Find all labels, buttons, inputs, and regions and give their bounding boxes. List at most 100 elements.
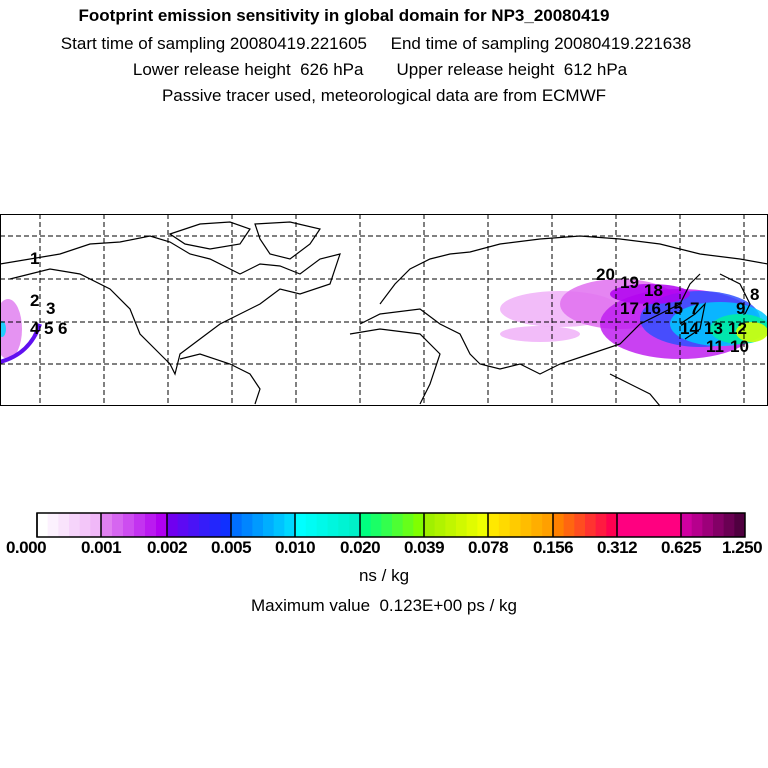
plume-arc xyxy=(0,323,42,364)
colorbar-swatch xyxy=(713,513,725,537)
colorbar-swatch xyxy=(723,513,735,537)
colorbar-swatch xyxy=(112,513,124,537)
colorbar-swatch xyxy=(585,513,597,537)
colorbar-swatch xyxy=(466,513,478,537)
lat-lon-grid xyxy=(0,214,768,406)
colorbar-swatch xyxy=(134,513,146,537)
trajectory-label: 19 xyxy=(620,273,639,292)
colorbar-swatch xyxy=(392,513,404,537)
colorbar-units: ns / kg xyxy=(358,566,410,585)
maximum-value: Maximum value 0.123E+00 ps / kg xyxy=(251,596,517,615)
colorbar-swatch xyxy=(47,513,59,537)
colorbar-swatch xyxy=(338,513,350,537)
colorbar-swatch xyxy=(488,513,500,537)
colorbar-swatch xyxy=(316,513,328,537)
trajectory-label: 18 xyxy=(644,281,663,300)
colorbar xyxy=(36,512,746,538)
colorbar-swatch xyxy=(177,513,189,537)
colorbar-swatch xyxy=(574,513,586,537)
colorbar-swatch xyxy=(638,513,650,537)
colorbar-swatch xyxy=(413,513,425,537)
colorbar-swatch xyxy=(231,513,243,537)
colorbar-swatch xyxy=(69,513,81,537)
colorbar-swatch xyxy=(402,513,414,537)
trajectory-label: 12 xyxy=(728,319,747,338)
colorbar-swatch xyxy=(434,513,446,537)
colorbar-swatch xyxy=(295,513,307,537)
trajectory-label: 14 xyxy=(680,319,699,338)
colorbar-swatch xyxy=(123,513,135,537)
plume-blob xyxy=(0,321,6,337)
colorbar-swatch xyxy=(90,513,102,537)
colorbar-swatch xyxy=(659,513,671,537)
colorbar-swatch xyxy=(531,513,543,537)
colorbar-tick-label: 0.156 xyxy=(532,538,574,557)
trajectory-label: 6 xyxy=(58,319,67,338)
colorbar-swatch xyxy=(145,513,157,537)
colorbar-swatch xyxy=(263,513,275,537)
colorbar-swatch xyxy=(617,513,629,537)
colorbar-swatch xyxy=(370,513,382,537)
colorbar-swatch xyxy=(101,513,113,537)
colorbar-swatch xyxy=(79,513,91,537)
colorbar-tick-label: 0.001 xyxy=(80,538,122,557)
colorbar-swatch xyxy=(424,513,436,537)
colorbar-swatch xyxy=(542,513,554,537)
colorbar-swatch xyxy=(273,513,285,537)
colorbar-swatch xyxy=(670,513,682,537)
colorbar-swatch xyxy=(349,513,361,537)
colorbar-swatch xyxy=(284,513,296,537)
colorbar-swatch xyxy=(445,513,457,537)
colorbar-tick-label: 0.078 xyxy=(467,538,509,557)
colorbar-tick-label: 0.625 xyxy=(660,538,702,557)
colorbar-swatch xyxy=(209,513,221,537)
colorbar-swatch xyxy=(649,513,661,537)
colorbar-tick-label: 1.250 xyxy=(721,538,763,557)
colorbar-swatch xyxy=(305,513,318,537)
colorbar-frame xyxy=(36,512,746,538)
trajectory-label: 8 xyxy=(750,285,759,304)
sampling-time-line: Start time of sampling 20080419.221605 E… xyxy=(60,34,692,53)
colorbar-swatch xyxy=(681,513,693,537)
trajectory-label: 15 xyxy=(664,299,683,318)
colorbar-swatch xyxy=(37,513,49,537)
trajectory-label: 2 xyxy=(30,291,39,310)
plot-title: Footprint emission sensitivity in global… xyxy=(78,6,610,25)
trajectory-label: 16 xyxy=(642,299,661,318)
colorbar-swatch xyxy=(520,513,532,537)
colorbar-swatch xyxy=(702,513,714,537)
colorbar-tick-label: 0.020 xyxy=(339,538,381,557)
colorbar-swatch xyxy=(199,513,211,537)
colorbar-tick-label: 0.010 xyxy=(274,538,316,557)
colorbar-swatch xyxy=(509,513,521,537)
plume-blob xyxy=(610,284,690,304)
colorbar-swatch xyxy=(606,513,618,537)
trajectory-label: 17 xyxy=(620,299,639,318)
plume-blob xyxy=(500,326,580,342)
trajectory-label: 1 xyxy=(30,249,39,268)
trajectory-label: 13 xyxy=(704,319,723,338)
colorbar-swatch xyxy=(563,513,575,537)
colorbar-swatch xyxy=(627,513,639,537)
colorbar-swatch xyxy=(241,513,253,537)
colorbar-swatch xyxy=(58,513,70,537)
trajectory-label: 11 xyxy=(706,337,724,356)
colorbar-swatch xyxy=(691,513,703,537)
trajectory-label: 7 xyxy=(690,299,699,318)
colorbar-swatch xyxy=(498,513,511,537)
tracer-info-line: Passive tracer used, meteorological data… xyxy=(161,86,607,105)
colorbar-swatch xyxy=(477,513,489,537)
colorbar-swatch xyxy=(167,513,179,537)
colorbar-swatch xyxy=(553,513,565,537)
trajectory-label: 20 xyxy=(596,265,615,284)
trajectory-label: 9 xyxy=(736,299,745,318)
trajectory-label: 10 xyxy=(730,337,749,356)
colorbar-tick-label: 0.002 xyxy=(146,538,188,557)
colorbar-tick-label: 0.312 xyxy=(596,538,638,557)
release-height-line: Lower release height 626 hPa Upper relea… xyxy=(132,60,628,79)
colorbar-swatch xyxy=(595,513,607,537)
colorbar-swatch xyxy=(360,513,372,537)
colorbar-tick-label: 0.039 xyxy=(403,538,445,557)
colorbar-swatch xyxy=(456,513,468,537)
